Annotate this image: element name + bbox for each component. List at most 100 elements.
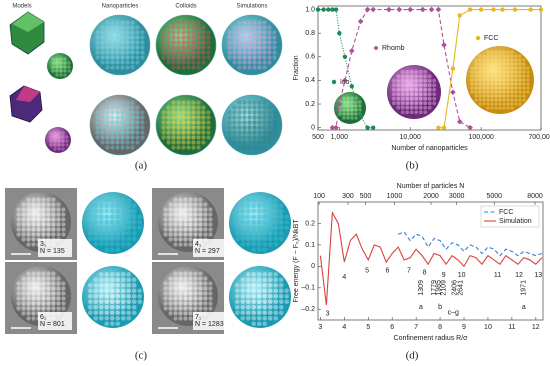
sphere-dot <box>506 78 510 82</box>
sphere-dot <box>272 130 277 135</box>
sphere-dot <box>115 208 121 214</box>
sphere-dot <box>173 237 178 242</box>
sphere-dot <box>191 100 196 105</box>
sphere-dot <box>135 60 140 65</box>
sphere-dot <box>251 230 257 236</box>
sphere-dot <box>176 135 181 140</box>
sphere-dot <box>188 232 193 237</box>
sphere-dot <box>130 130 135 135</box>
sphere-dot <box>95 115 100 120</box>
sphere-dot <box>278 214 284 220</box>
sphere-dot <box>232 40 237 45</box>
sphere-image <box>89 94 151 156</box>
sphere-dot <box>237 45 242 50</box>
sphere-dot <box>93 299 99 305</box>
sphere-dot <box>171 60 176 65</box>
marker <box>396 6 403 13</box>
sphere-dot <box>31 301 36 306</box>
sphere-dot <box>350 96 354 100</box>
sphere-dot <box>140 30 145 35</box>
sphere-dot <box>494 70 498 74</box>
sphere-dot <box>166 120 171 125</box>
sphere-dot <box>342 96 346 100</box>
marker <box>428 6 435 13</box>
sphere-dot <box>506 98 510 102</box>
sphere-dot <box>126 277 132 283</box>
sphere-dot <box>414 105 419 110</box>
sphere-dot <box>490 102 494 106</box>
marker <box>364 6 371 13</box>
annotation: c–g <box>448 309 459 316</box>
sphere-dot <box>486 106 490 110</box>
sphere-dot <box>478 58 482 62</box>
marker <box>349 48 355 54</box>
sphere-dot <box>110 40 115 45</box>
sphere-dot <box>208 296 213 301</box>
sphere-dot <box>391 96 396 101</box>
sphere-dot <box>105 145 110 150</box>
sphere-dot <box>423 110 428 115</box>
sphere-dot <box>257 145 262 150</box>
sphere-dot <box>251 288 257 294</box>
annotation: a <box>419 304 423 311</box>
sphere-dot <box>21 311 26 316</box>
sphere-dot <box>342 112 346 116</box>
sphere-dot <box>105 130 110 135</box>
sphere-dot <box>427 105 432 110</box>
sphere-dot <box>245 293 251 299</box>
sphere-dot <box>522 66 526 70</box>
sphere-dot <box>161 50 166 55</box>
sphere-dot <box>26 281 31 286</box>
sphere-dot <box>173 232 178 237</box>
sphere-dot <box>494 82 498 86</box>
sphere-dot <box>203 232 208 237</box>
sphere-dot <box>110 100 115 105</box>
annotation: 11 <box>494 272 501 279</box>
sphere-dot <box>405 74 410 79</box>
sphere-dot <box>53 139 57 143</box>
sphere-dot <box>93 293 99 299</box>
sphere-dot <box>166 110 171 115</box>
sphere-dot <box>227 55 232 60</box>
sphere-dot <box>262 203 268 209</box>
sphere-dot <box>427 87 432 92</box>
sphere-dot <box>173 316 178 321</box>
sphere-dot <box>16 286 21 291</box>
sphere-dot <box>183 316 188 321</box>
sphere-dot <box>59 61 63 65</box>
sphere-dot <box>181 50 186 55</box>
sphere-dot <box>109 247 115 253</box>
sphere-dot <box>140 115 145 120</box>
sphere-dot <box>423 78 428 83</box>
sphere-dot <box>272 45 277 50</box>
sphere-dot <box>95 135 100 140</box>
sphere-dot <box>176 120 181 125</box>
sphere-dot <box>284 214 290 220</box>
sphere-dot <box>262 230 268 236</box>
sphere-dot <box>41 286 46 291</box>
sphere-dot <box>171 110 176 115</box>
sphere-dot <box>178 237 183 242</box>
sphere-dot <box>506 82 510 86</box>
sphere-dot <box>105 30 110 35</box>
sphere-dot <box>104 315 110 321</box>
sphere-dot <box>130 65 135 70</box>
sphere-dot <box>414 83 419 88</box>
sphere-dot <box>137 219 143 225</box>
sphere-dot <box>478 74 482 78</box>
sphere-dot <box>109 304 115 310</box>
sphere-dot <box>135 45 140 50</box>
legend-label: Rhomb <box>382 45 405 52</box>
sphere-dot <box>267 40 272 45</box>
sphere-dot <box>245 219 251 225</box>
sphere-dot <box>31 286 36 291</box>
sphere-dot <box>93 288 99 294</box>
sphere-dot <box>178 227 183 232</box>
sphere-dot <box>46 207 51 212</box>
sphere-dot <box>31 306 36 311</box>
sphere-dot <box>126 241 132 247</box>
sphere-dot <box>104 321 110 327</box>
sphere-dot <box>120 140 125 145</box>
sphere-dot <box>262 197 268 203</box>
sphere-dot <box>166 45 171 50</box>
